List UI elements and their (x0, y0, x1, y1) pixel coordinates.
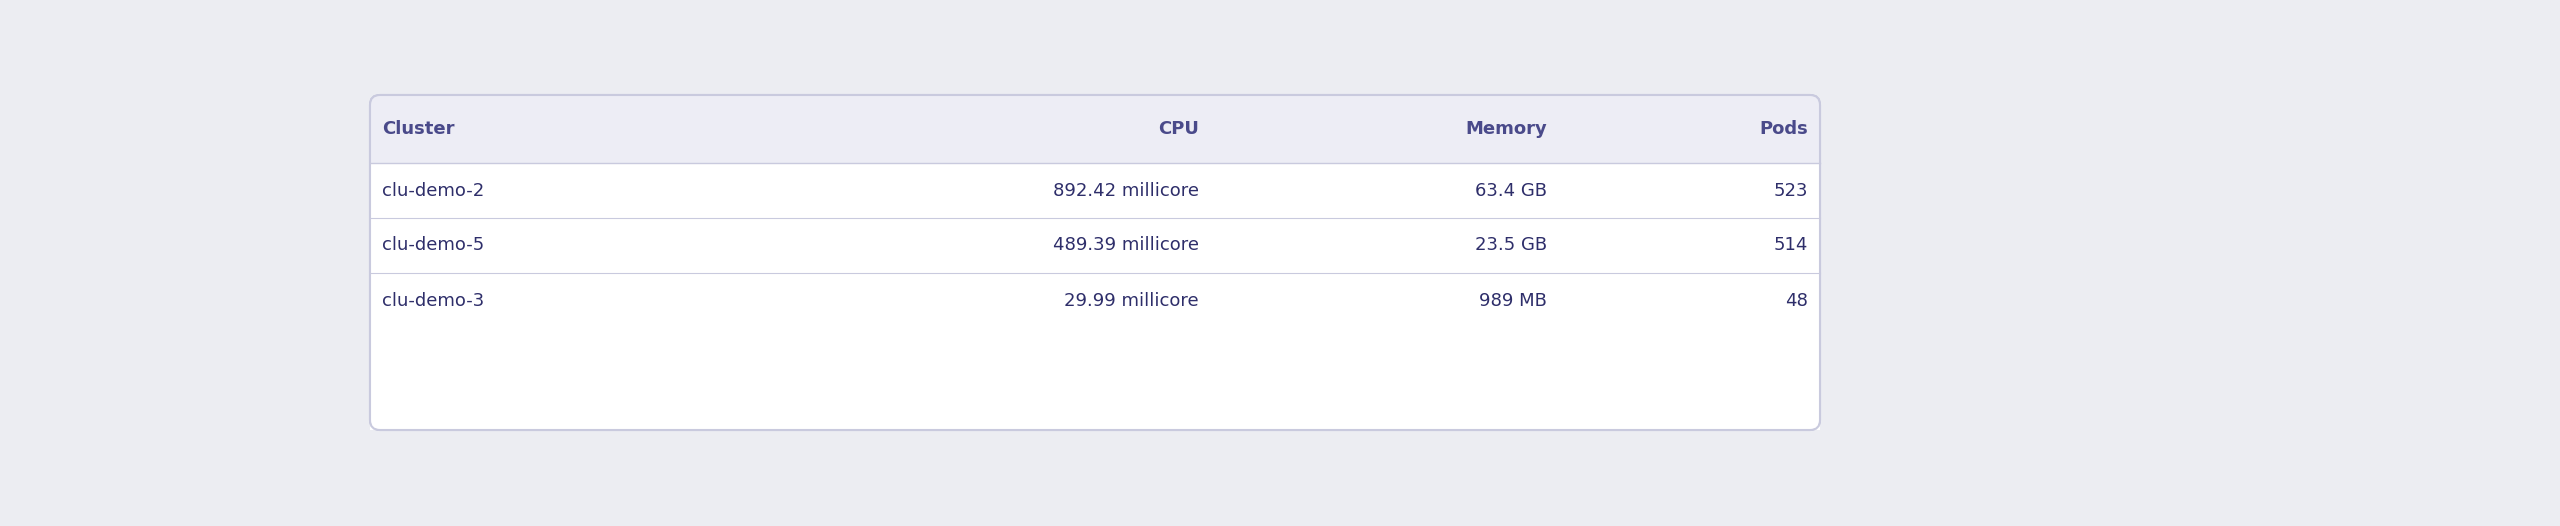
Text: 892.42 millicore: 892.42 millicore (1052, 181, 1198, 199)
Text: 989 MB: 989 MB (1480, 291, 1546, 309)
Text: clu-demo-2: clu-demo-2 (381, 181, 484, 199)
Text: Memory: Memory (1464, 120, 1546, 138)
Text: 523: 523 (1774, 181, 1807, 199)
Text: 29.99 millicore: 29.99 millicore (1065, 291, 1198, 309)
Text: 489.39 millicore: 489.39 millicore (1052, 237, 1198, 255)
FancyBboxPatch shape (371, 95, 1820, 430)
Text: clu-demo-5: clu-demo-5 (381, 237, 484, 255)
Text: 514: 514 (1774, 237, 1807, 255)
Text: 23.5 GB: 23.5 GB (1475, 237, 1546, 255)
Text: clu-demo-3: clu-demo-3 (381, 291, 484, 309)
Text: 48: 48 (1784, 291, 1807, 309)
Bar (371, 163, 1820, 430)
Text: 63.4 GB: 63.4 GB (1475, 181, 1546, 199)
Text: CPU: CPU (1157, 120, 1198, 138)
Text: Pods: Pods (1759, 120, 1807, 138)
Text: Cluster: Cluster (381, 120, 456, 138)
FancyBboxPatch shape (371, 95, 1820, 430)
